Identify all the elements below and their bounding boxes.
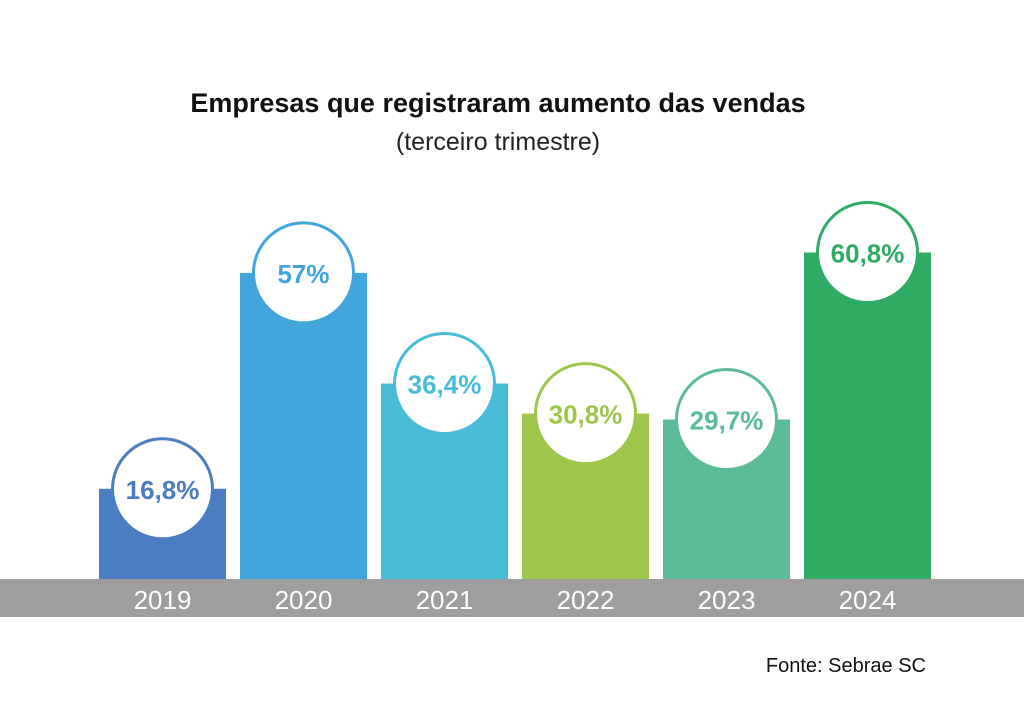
value-badge-2023 (675, 368, 778, 472)
data-label-2020: 57% (277, 259, 329, 289)
value-badge-2020 (252, 221, 355, 325)
x-tick-label-2022: 2022 (557, 585, 615, 615)
data-label-2024: 60,8% (831, 239, 905, 269)
x-tick-label-2019: 2019 (134, 585, 192, 615)
value-badge-2021 (393, 332, 496, 436)
value-badge-2019 (111, 437, 214, 541)
value-badge-2022 (534, 362, 637, 466)
axis-strip (0, 579, 1024, 617)
source-note: Fonte: Sebrae SC (765, 655, 926, 677)
bar-2024 (804, 252, 931, 579)
data-label-2022: 30,8% (549, 400, 623, 430)
value-badge-2024 (816, 201, 919, 305)
data-label-2021: 36,4% (408, 370, 482, 400)
x-tick-label-2021: 2021 (416, 585, 474, 615)
x-tick-label-2024: 2024 (839, 585, 897, 615)
data-label-2019: 16,8% (126, 475, 200, 505)
x-tick-label-2020: 2020 (275, 585, 333, 615)
chart-title: Empresas que registraram aumento das ven… (190, 88, 806, 118)
data-label-2023: 29,7% (690, 406, 764, 436)
x-tick-label-2023: 2023 (698, 585, 756, 615)
chart-subtitle: (terceiro trimestre) (395, 128, 601, 156)
